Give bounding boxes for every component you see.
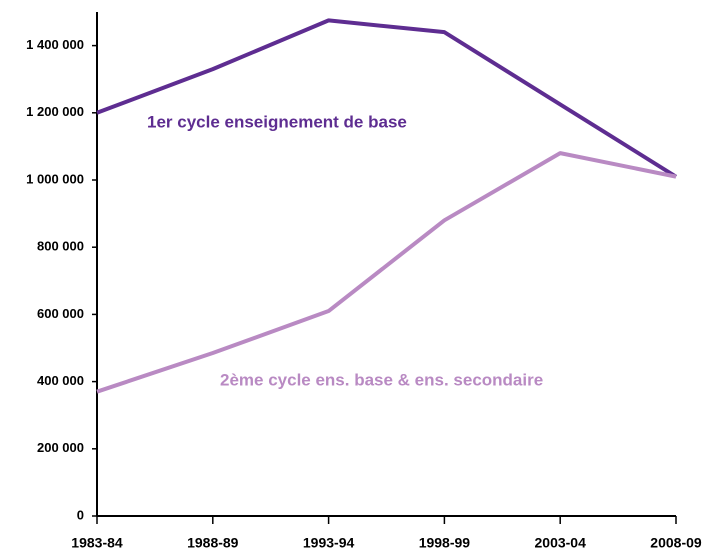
y-tick-label: 0: [77, 507, 84, 522]
x-tick-label: 1993-94: [303, 535, 355, 551]
series-label: 2ème cycle ens. base & ens. secondaire: [220, 370, 543, 389]
y-tick-label: 1 000 000: [26, 171, 84, 186]
x-tick-label: 1988-89: [187, 535, 239, 551]
x-tick-label: 1983-84: [71, 535, 123, 551]
y-tick-label: 600 000: [37, 306, 84, 321]
series-line: [96, 18, 678, 179]
y-tick-label: 1 400 000: [26, 37, 84, 52]
series-line: [96, 151, 677, 394]
x-tick-label: 2003-04: [535, 535, 587, 551]
y-tick-label: 400 000: [37, 373, 84, 388]
y-tick-label: 200 000: [37, 440, 84, 455]
x-tick-label: 2008-09: [650, 535, 702, 551]
y-tick-label: 1 200 000: [26, 104, 84, 119]
x-tick-label: 1998-99: [419, 535, 471, 551]
y-tick-label: 800 000: [37, 239, 84, 254]
series-label: 1er cycle enseignement de base: [147, 112, 407, 131]
